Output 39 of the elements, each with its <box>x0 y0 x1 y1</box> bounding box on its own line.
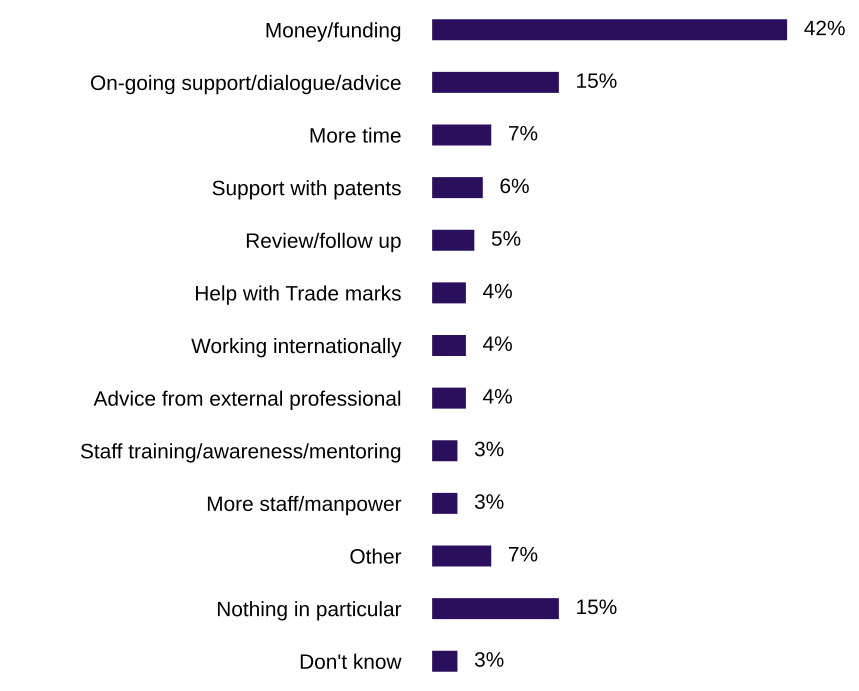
y-tick-label: On-going support/dialogue/advice <box>90 74 401 94</box>
data-label: 7% <box>508 126 538 141</box>
y-tick-label: Nothing in particular <box>218 601 402 620</box>
y-tick-label: More staff/manpower <box>208 496 402 516</box>
y-tick-label: Advice from external professional <box>94 390 400 410</box>
bar <box>432 334 466 356</box>
y-tick-label: Money/funding <box>266 22 400 42</box>
y-tick-label: Help with Trade marks <box>196 285 401 305</box>
y-tick-label: Working internationally <box>191 338 402 358</box>
y-tick-label: Support with patents <box>212 180 401 200</box>
bar <box>432 545 492 567</box>
bar <box>432 19 788 40</box>
y-tick-label: Staff training/awareness/mentoring <box>80 443 400 463</box>
data-label: 4% <box>483 284 512 298</box>
bar <box>432 650 458 672</box>
y-tick-label: Other <box>350 548 402 564</box>
y-tick-label: More time <box>310 127 401 143</box>
data-label: 5% <box>492 231 520 246</box>
bar <box>432 177 483 198</box>
y-tick-label: Review/follow up <box>246 232 401 252</box>
data-label: 42% <box>804 20 845 36</box>
data-label: 3% <box>474 652 504 667</box>
bar <box>432 492 458 514</box>
bar <box>432 282 466 304</box>
bar <box>432 72 559 93</box>
bar <box>432 124 492 146</box>
bar <box>432 388 466 409</box>
data-label: 7% <box>508 546 538 562</box>
data-label: 6% <box>500 178 529 194</box>
data-label: 4% <box>483 389 512 404</box>
data-label: 3% <box>474 442 504 456</box>
bar <box>432 598 559 620</box>
data-label: 15% <box>577 600 617 614</box>
data-label: 3% <box>474 494 504 509</box>
data-label: 15% <box>577 73 617 88</box>
y-tick-label: Don't know <box>300 654 402 669</box>
bar <box>432 230 474 251</box>
data-label: 4% <box>483 336 512 352</box>
bar <box>432 440 458 462</box>
